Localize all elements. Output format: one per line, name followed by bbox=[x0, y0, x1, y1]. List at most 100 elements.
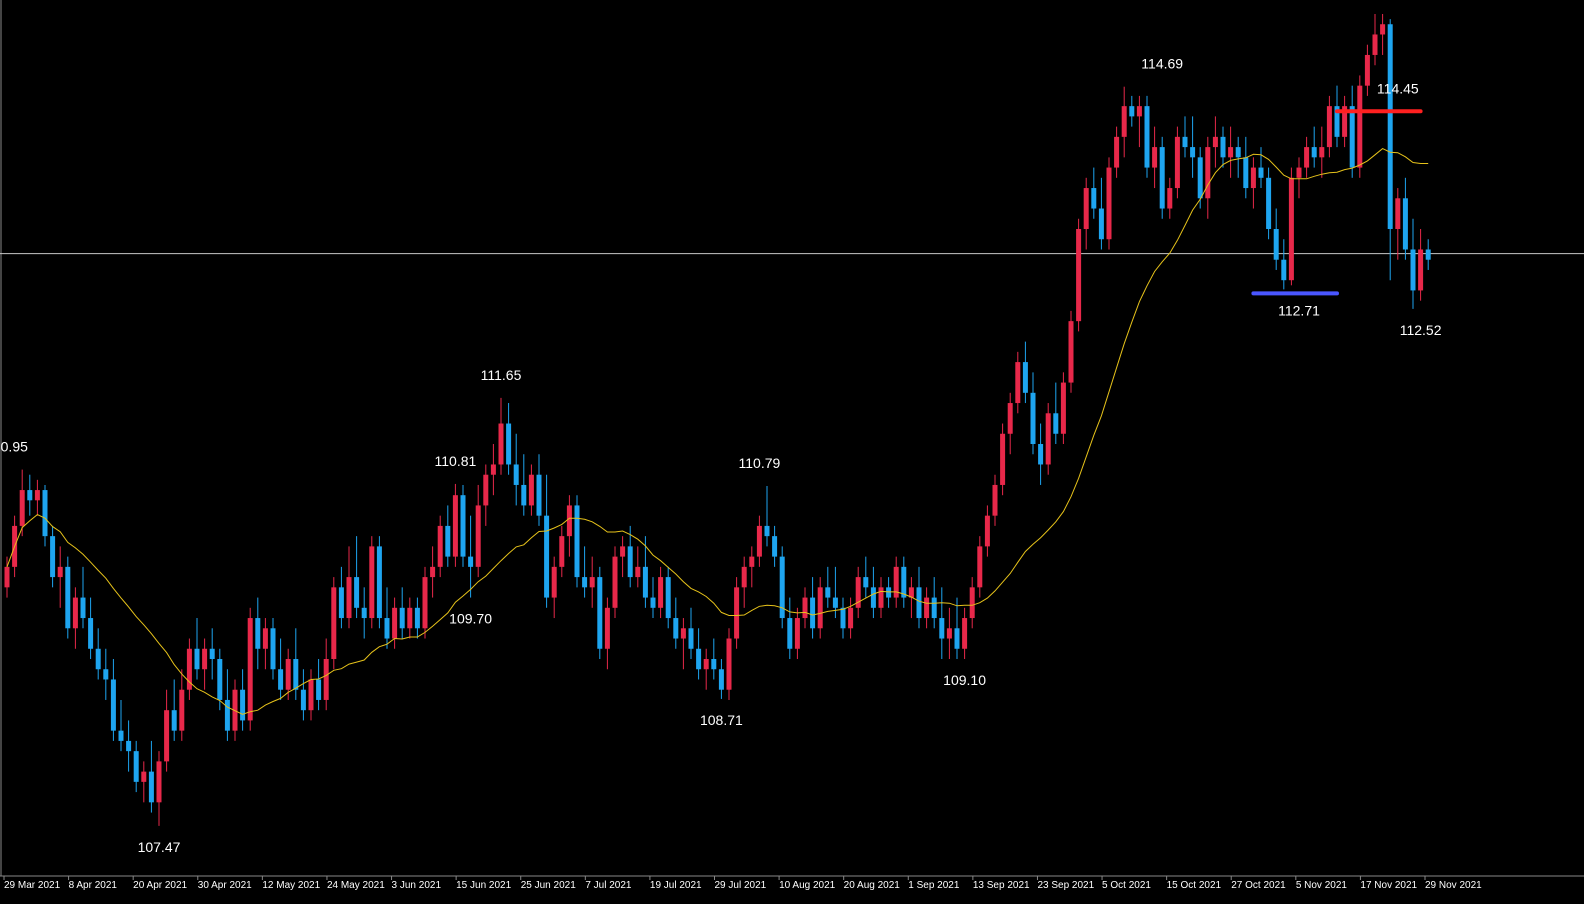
candle[interactable] bbox=[642, 566, 648, 598]
candle[interactable] bbox=[1190, 147, 1196, 158]
candle[interactable] bbox=[27, 490, 33, 501]
candle[interactable] bbox=[148, 771, 154, 803]
candle[interactable] bbox=[1402, 198, 1408, 250]
candle[interactable] bbox=[1045, 413, 1051, 465]
candle[interactable] bbox=[703, 659, 709, 670]
candle[interactable] bbox=[407, 607, 413, 629]
candle[interactable] bbox=[1212, 136, 1218, 148]
candle[interactable] bbox=[1152, 147, 1158, 168]
candle[interactable] bbox=[521, 484, 527, 506]
candle[interactable] bbox=[825, 587, 831, 598]
candle[interactable] bbox=[1235, 147, 1241, 158]
candle[interactable] bbox=[1364, 54, 1370, 86]
candle[interactable] bbox=[1068, 321, 1074, 383]
candle[interactable] bbox=[962, 618, 968, 649]
candle[interactable] bbox=[680, 628, 686, 639]
candle[interactable] bbox=[711, 659, 717, 670]
candle[interactable] bbox=[126, 740, 132, 752]
candle[interactable] bbox=[756, 525, 762, 557]
candle[interactable] bbox=[1053, 413, 1059, 434]
candle[interactable] bbox=[483, 474, 489, 506]
candle[interactable] bbox=[1015, 362, 1021, 404]
candle[interactable] bbox=[1098, 208, 1104, 240]
candle[interactable] bbox=[1273, 229, 1279, 260]
candle[interactable] bbox=[498, 423, 504, 465]
candle[interactable] bbox=[734, 587, 740, 639]
candle[interactable] bbox=[376, 546, 382, 619]
candle[interactable] bbox=[1349, 106, 1355, 168]
candle[interactable] bbox=[1243, 157, 1249, 189]
candle[interactable] bbox=[1121, 106, 1127, 137]
candle[interactable] bbox=[179, 689, 185, 731]
candle[interactable] bbox=[969, 587, 975, 619]
candle[interactable] bbox=[247, 618, 253, 721]
candle[interactable] bbox=[582, 577, 588, 588]
candle[interactable] bbox=[939, 618, 945, 639]
candle[interactable] bbox=[308, 679, 314, 711]
candle[interactable] bbox=[1372, 34, 1378, 55]
candle[interactable] bbox=[688, 628, 694, 649]
candle[interactable] bbox=[1319, 147, 1325, 158]
candle[interactable] bbox=[665, 577, 671, 619]
candle[interactable] bbox=[810, 597, 816, 629]
candle[interactable] bbox=[749, 556, 755, 567]
candle[interactable] bbox=[1030, 392, 1036, 444]
candle[interactable] bbox=[1167, 188, 1173, 209]
candle[interactable] bbox=[300, 689, 306, 711]
candle[interactable] bbox=[50, 536, 56, 578]
candle[interactable] bbox=[42, 490, 48, 537]
candle[interactable] bbox=[1220, 136, 1226, 158]
candle[interactable] bbox=[848, 607, 854, 629]
candle[interactable] bbox=[1357, 85, 1363, 168]
candle[interactable] bbox=[414, 607, 420, 629]
candle[interactable] bbox=[1129, 106, 1135, 117]
candle[interactable] bbox=[870, 587, 876, 608]
candle[interactable] bbox=[658, 577, 664, 608]
candle[interactable] bbox=[194, 648, 200, 670]
candle[interactable] bbox=[612, 556, 618, 608]
candle[interactable] bbox=[1334, 106, 1340, 137]
candle[interactable] bbox=[202, 648, 208, 670]
candle[interactable] bbox=[346, 577, 352, 619]
candle[interactable] bbox=[1197, 157, 1203, 199]
candle[interactable] bbox=[1022, 362, 1028, 393]
candle[interactable] bbox=[1380, 24, 1386, 35]
candle[interactable] bbox=[1007, 403, 1013, 434]
candle[interactable] bbox=[673, 618, 679, 639]
candle[interactable] bbox=[186, 648, 192, 690]
candle[interactable] bbox=[1296, 167, 1302, 178]
candle[interactable] bbox=[384, 618, 390, 639]
candle[interactable] bbox=[72, 597, 78, 629]
candle[interactable] bbox=[620, 546, 626, 557]
candle[interactable] bbox=[1250, 167, 1256, 189]
candle[interactable] bbox=[650, 597, 656, 608]
candle[interactable] bbox=[240, 689, 246, 721]
candle[interactable] bbox=[984, 515, 990, 547]
candle[interactable] bbox=[627, 546, 633, 578]
candle[interactable] bbox=[832, 597, 838, 608]
candle[interactable] bbox=[597, 577, 603, 649]
candle[interactable] bbox=[141, 771, 147, 782]
candle[interactable] bbox=[475, 505, 481, 567]
candle[interactable] bbox=[1418, 249, 1424, 291]
candle[interactable] bbox=[878, 587, 884, 608]
candle[interactable] bbox=[566, 505, 572, 537]
candle[interactable] bbox=[490, 464, 496, 475]
candle[interactable] bbox=[817, 587, 823, 629]
candle[interactable] bbox=[224, 699, 230, 731]
candle[interactable] bbox=[217, 659, 223, 700]
candle[interactable] bbox=[445, 525, 451, 557]
candle[interactable] bbox=[1311, 147, 1317, 158]
candle[interactable] bbox=[460, 495, 466, 557]
candle[interactable] bbox=[1281, 259, 1287, 281]
candle[interactable] bbox=[278, 669, 284, 690]
candle[interactable] bbox=[361, 607, 367, 619]
candle[interactable] bbox=[19, 490, 25, 526]
candle[interactable] bbox=[4, 566, 10, 588]
candle[interactable] bbox=[506, 423, 512, 465]
candle[interactable] bbox=[369, 546, 375, 619]
candle[interactable] bbox=[1083, 188, 1089, 229]
candle[interactable] bbox=[118, 730, 124, 741]
candle[interactable] bbox=[1228, 147, 1234, 158]
candle[interactable] bbox=[726, 638, 732, 690]
